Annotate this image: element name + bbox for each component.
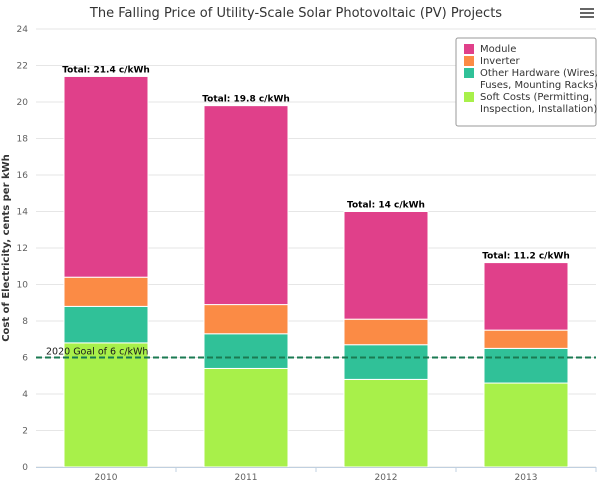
legend-box xyxy=(455,37,597,127)
total-label: Total: 19.8 c/kWh xyxy=(202,95,290,105)
y-tick-label: 14 xyxy=(17,208,29,218)
y-tick-label: 0 xyxy=(22,463,28,473)
legend-swatch xyxy=(464,56,474,66)
y-tick-label: 22 xyxy=(17,62,28,72)
y-tick-label: 6 xyxy=(22,354,28,364)
y-tick-label: 12 xyxy=(17,244,28,254)
bars xyxy=(63,75,569,468)
legend-swatch xyxy=(464,92,474,102)
legend-entry: Soft Costs (Permitting, xyxy=(480,92,592,103)
legend-entry: Inverter xyxy=(480,56,521,67)
total-label: Total: 21.4 c/kWh xyxy=(62,65,150,75)
y-tick-label: 18 xyxy=(17,135,29,145)
y-tick-label: 2 xyxy=(22,427,28,437)
y-tick-label: 24 xyxy=(17,25,29,35)
bar-segment xyxy=(203,367,289,468)
legend-entry: Fuses, Mounting Racks) xyxy=(480,80,598,91)
bar-segment xyxy=(483,382,569,468)
bar-segment xyxy=(203,304,289,335)
y-tick-label: 8 xyxy=(22,317,28,327)
bar-segment xyxy=(203,105,289,306)
total-label: Total: 11.2 c/kWh xyxy=(482,252,570,262)
bar-segment xyxy=(483,347,569,384)
y-tick-label: 4 xyxy=(22,390,28,400)
bar-segment xyxy=(63,276,149,307)
hamburger-menu-icon[interactable] xyxy=(579,7,595,19)
bar-segment xyxy=(343,211,429,320)
bar-segment xyxy=(343,344,429,380)
bar-segment xyxy=(63,75,149,278)
legend-entry: Module xyxy=(480,44,516,55)
x-axis-ticks: 2010 2011 2012 2013 xyxy=(36,467,597,482)
bar-segment xyxy=(483,262,569,331)
bar-segment xyxy=(343,378,429,468)
x-tick-label: 2013 xyxy=(515,473,538,482)
bar-segment xyxy=(203,333,289,369)
x-tick-label: 2012 xyxy=(375,473,398,482)
y-tick-label: 10 xyxy=(17,281,29,291)
bar-segment xyxy=(63,342,149,468)
bar-segment xyxy=(63,305,149,344)
legend-swatch xyxy=(464,44,474,54)
y-tick-label: 20 xyxy=(17,98,29,108)
chart-title: The Falling Price of Utility-Scale Solar… xyxy=(89,6,502,21)
y-axis-label: Cost of Electricity, cents per kWh xyxy=(1,154,12,342)
bar-segment xyxy=(343,318,429,346)
x-tick-label: 2011 xyxy=(235,473,258,482)
goal-line-group: 2020 Goal of 6 c/kWh xyxy=(36,347,596,359)
legend-entry: Inspection, Installation) xyxy=(480,104,597,115)
total-label: Total: 14 c/kWh xyxy=(347,201,425,211)
goal-label: 2020 Goal of 6 c/kWh xyxy=(46,347,148,358)
total-labels: Total: 21.4 c/kWh Total: 19.8 c/kWh Total:… xyxy=(62,65,570,261)
x-tick-label: 2010 xyxy=(95,473,118,482)
bar-segment xyxy=(483,329,569,349)
y-tick-label: 16 xyxy=(17,171,29,181)
legend-entry: Other Hardware (Wires, xyxy=(480,68,598,79)
legend-swatch xyxy=(464,68,474,78)
